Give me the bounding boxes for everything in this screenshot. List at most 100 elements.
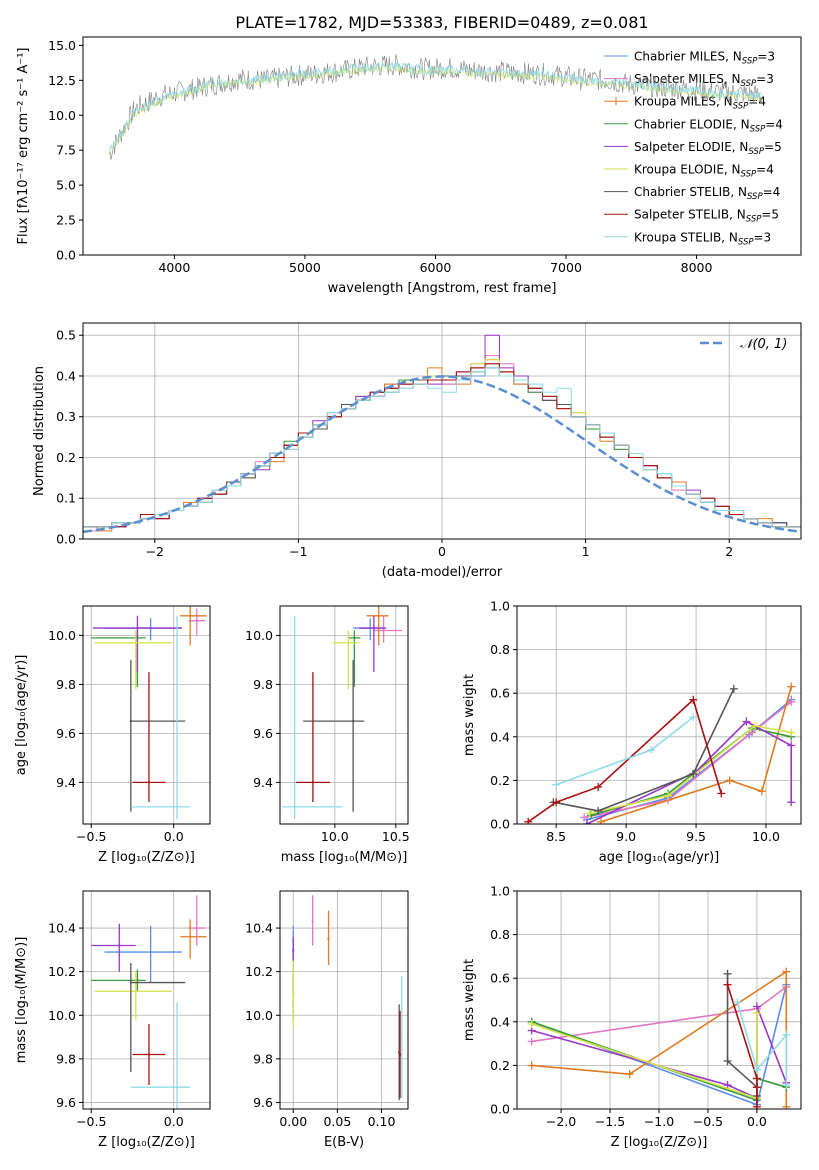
x-axis-label: (data-model)/error xyxy=(382,565,503,580)
data-point xyxy=(189,935,192,938)
mass-weight-vs-metallicity-plot-area xyxy=(527,967,791,1109)
weight-line xyxy=(736,1001,788,1086)
x-axis-label: wavelength [Angstrom, rest frame] xyxy=(328,281,557,296)
x-tick-label: 5000 xyxy=(289,260,321,275)
y-tick-label: 9.4 xyxy=(56,775,76,790)
x-axis-label: Z [log₁₀(Z/Z⊙)] xyxy=(98,850,195,865)
legend-label: Chabrier STELIB, NSSP=4 xyxy=(634,185,780,202)
data-point xyxy=(149,950,152,954)
y-tick-label: 0.0 xyxy=(490,817,510,832)
data-point xyxy=(292,948,295,952)
x-tick-label: −1 xyxy=(289,544,307,559)
x-tick-label: −2.0 xyxy=(546,1114,576,1129)
age-vs-metallicity-plot-area xyxy=(91,606,207,820)
legend-label: Chabrier MILES, NSSP=3 xyxy=(634,50,775,67)
mass-vs-extinction: 0.00 0.05 0.10 9.6 9.8 10.0 10.2 10.4 E(B-V) xyxy=(245,890,409,1150)
data-point xyxy=(118,944,121,947)
y-tick-label: 12.5 xyxy=(48,73,76,88)
x-tick-label: 0.0 xyxy=(164,829,184,844)
y-axis-label: Flux [fλ10⁻¹⁷ erg cm⁻² s⁻¹ A⁻¹] xyxy=(16,48,31,245)
x-tick-label: 7000 xyxy=(550,260,582,275)
x-tick-label: 9.5 xyxy=(686,829,706,844)
data-point xyxy=(195,926,199,930)
weight-line xyxy=(600,686,792,823)
y-axis-label: mass weight xyxy=(462,674,477,756)
x-tick-label: 0.0 xyxy=(164,1114,184,1129)
legend-label: Chabrier ELODIE, NSSP=4 xyxy=(634,117,783,134)
x-axis-label: E(B-V) xyxy=(324,1135,364,1150)
y-tick-label: 0.3 xyxy=(56,409,76,424)
y-axis-label: mass weight xyxy=(462,959,477,1041)
weight-line xyxy=(553,688,735,812)
data-point xyxy=(351,719,355,723)
data-point xyxy=(293,805,296,809)
weight-line xyxy=(726,984,758,1107)
axes-frame xyxy=(82,36,802,256)
age-vs-mass-plot-area xyxy=(282,606,402,820)
y-axis-label: Normed distribution xyxy=(32,366,47,496)
x-axis-label: Z [log₁₀(Z/Z⊙)] xyxy=(611,1135,708,1150)
y-axis-label: mass [log₁₀(M/M⊙)] xyxy=(14,937,29,1064)
x-tick-label: 0.0 xyxy=(747,1114,767,1129)
legend-label: Kroupa STELIB, NSSP=3 xyxy=(634,230,771,247)
x-tick-label: −0.5 xyxy=(76,1114,106,1129)
histogram-step xyxy=(83,367,801,539)
y-tick-label: 10.0 xyxy=(48,628,76,643)
data-point xyxy=(311,920,314,923)
y-tick-label: 0.0 xyxy=(56,248,76,263)
axes-frame xyxy=(279,890,409,1110)
y-tick-label: 0.2 xyxy=(56,450,76,465)
data-point xyxy=(311,781,315,784)
x-tick-label: 4000 xyxy=(158,260,190,275)
y-tick-label: 9.6 xyxy=(253,726,273,741)
y-tick-label: 15.0 xyxy=(48,38,76,53)
data-point xyxy=(292,992,295,995)
data-point xyxy=(134,641,137,644)
x-tick-label: 0.10 xyxy=(368,1114,396,1129)
y-tick-label: 1.0 xyxy=(490,884,510,899)
x-tick-label: 2 xyxy=(725,544,733,559)
y-tick-label: 0.4 xyxy=(490,1014,510,1029)
y-tick-label: 0.5 xyxy=(56,328,76,343)
mass-weight-vs-metallicity: −2.0 −1.5 −1.0 −0.5 0.0 0.0 0.2 0.4 0.6 0.8 1.0 Z [… xyxy=(462,884,802,1150)
data-point xyxy=(134,990,137,993)
x-tick-label: 8.5 xyxy=(546,829,566,844)
y-tick-label: 0.0 xyxy=(490,1102,510,1117)
y-tick-label: 0.2 xyxy=(490,1058,510,1073)
spectrum-model-line xyxy=(109,61,763,150)
data-point xyxy=(400,1035,404,1039)
y-tick-label: 0.8 xyxy=(490,642,510,657)
normal-curve xyxy=(83,375,801,534)
y-tick-label: 0.6 xyxy=(490,686,510,701)
data-point xyxy=(147,781,151,784)
normal-legend-label: 𝒩(0, 1) xyxy=(740,337,787,352)
legend-label: Salpeter MILES, NSSP=3 xyxy=(634,72,774,89)
figure-title: PLATE=1782, MJD=53383, FIBERID=0489, z=0… xyxy=(235,13,648,32)
data-point xyxy=(147,1053,151,1056)
mass-weight-vs-age: 8.5 9.0 9.5 10.0 0.0 0.2 0.4 0.6 0.8 1.0 age [log₁… xyxy=(462,599,802,865)
x-tick-label: −0.5 xyxy=(693,1114,723,1129)
x-tick-label: 1 xyxy=(582,544,590,559)
data-point xyxy=(382,629,385,632)
data-point xyxy=(372,626,376,630)
data-point xyxy=(136,626,139,630)
y-tick-label: 0.2 xyxy=(490,773,510,788)
x-tick-label: 0.00 xyxy=(279,1114,307,1129)
x-tick-label: 10.5 xyxy=(382,829,410,844)
y-tick-label: 0.0 xyxy=(56,532,76,547)
spectrum-legend: Chabrier MILES, NSSP=3 Salpeter MILES, NS… xyxy=(604,50,783,247)
y-tick-label: 9.6 xyxy=(56,1095,76,1110)
y-tick-label: 10.2 xyxy=(48,964,76,979)
data-point xyxy=(175,805,179,809)
x-tick-label: −0.5 xyxy=(76,829,106,844)
data-point xyxy=(327,937,330,941)
spectrum-chart-plot-area xyxy=(108,54,763,160)
legend-label: Salpeter ELODIE, NSSP=5 xyxy=(634,140,782,157)
y-tick-label: 10.0 xyxy=(48,1008,76,1023)
x-tick-label: 10.0 xyxy=(321,829,349,844)
y-tick-label: 0.1 xyxy=(56,491,76,506)
axes-frame xyxy=(82,890,211,1110)
x-tick-label: 10.0 xyxy=(752,829,780,844)
y-tick-label: 0.6 xyxy=(490,971,510,986)
